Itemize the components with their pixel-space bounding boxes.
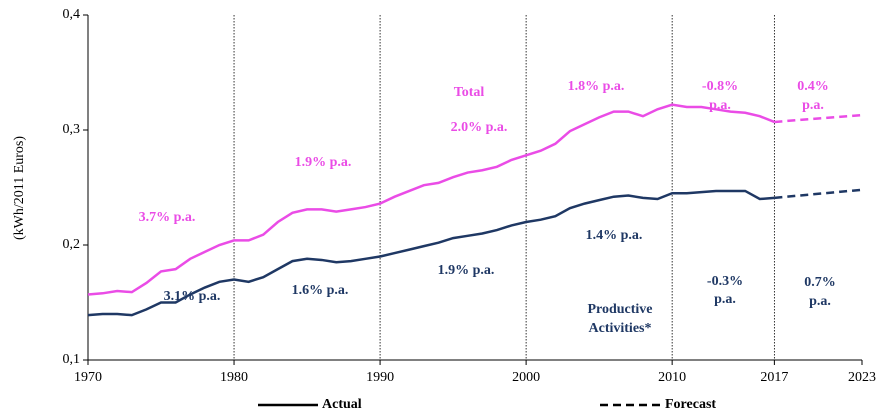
y-tick-label: 0,1 <box>63 352 81 367</box>
x-tick-label: 2017 <box>760 370 788 385</box>
annotation: 3.1% p.a. <box>164 289 221 304</box>
annotation: 3.7% p.a. <box>139 210 196 225</box>
x-tick-label: 2023 <box>848 370 876 385</box>
y-tick-label: 0,2 <box>63 237 81 252</box>
annotation: 2.0% p.a. <box>451 120 508 135</box>
forecast-line <box>774 113 863 124</box>
y-tick-label: 0,4 <box>63 7 81 22</box>
y-axis-label: (kWh/2011 Euros) <box>12 136 27 240</box>
x-tick-label: 1970 <box>74 370 102 385</box>
annotation: Productive <box>587 302 652 317</box>
annotation: p.a. <box>714 292 736 307</box>
y-tick-label: 0,3 <box>63 122 81 137</box>
legend-forecast: Forecast <box>665 397 716 412</box>
annotation: 1.4% p.a. <box>586 228 643 243</box>
annotation: Total <box>454 85 485 100</box>
annotation: Activities* <box>589 321 652 336</box>
legend-actual: Actual <box>322 397 362 412</box>
annotation: p.a. <box>802 98 824 113</box>
annotation: -0.3% <box>707 274 743 289</box>
annotation: 0.7% <box>804 275 836 290</box>
x-tick-label: 1980 <box>220 370 248 385</box>
annotation: 1.9% p.a. <box>295 155 352 170</box>
annotation: 1.9% p.a. <box>438 263 495 278</box>
annotation: 1.8% p.a. <box>568 79 625 94</box>
actual-line <box>87 189 775 317</box>
annotation: 0.4% <box>797 79 829 94</box>
annotation: 1.6% p.a. <box>292 283 349 298</box>
annotation: p.a. <box>809 294 831 309</box>
annotation: -0.8% <box>702 79 738 94</box>
annotation: p.a. <box>709 98 731 113</box>
forecast-line <box>774 188 863 200</box>
actual-line <box>87 103 775 296</box>
x-tick-label: 2010 <box>658 370 686 385</box>
x-tick-label: 1990 <box>366 370 394 385</box>
x-tick-label: 2000 <box>512 370 540 385</box>
